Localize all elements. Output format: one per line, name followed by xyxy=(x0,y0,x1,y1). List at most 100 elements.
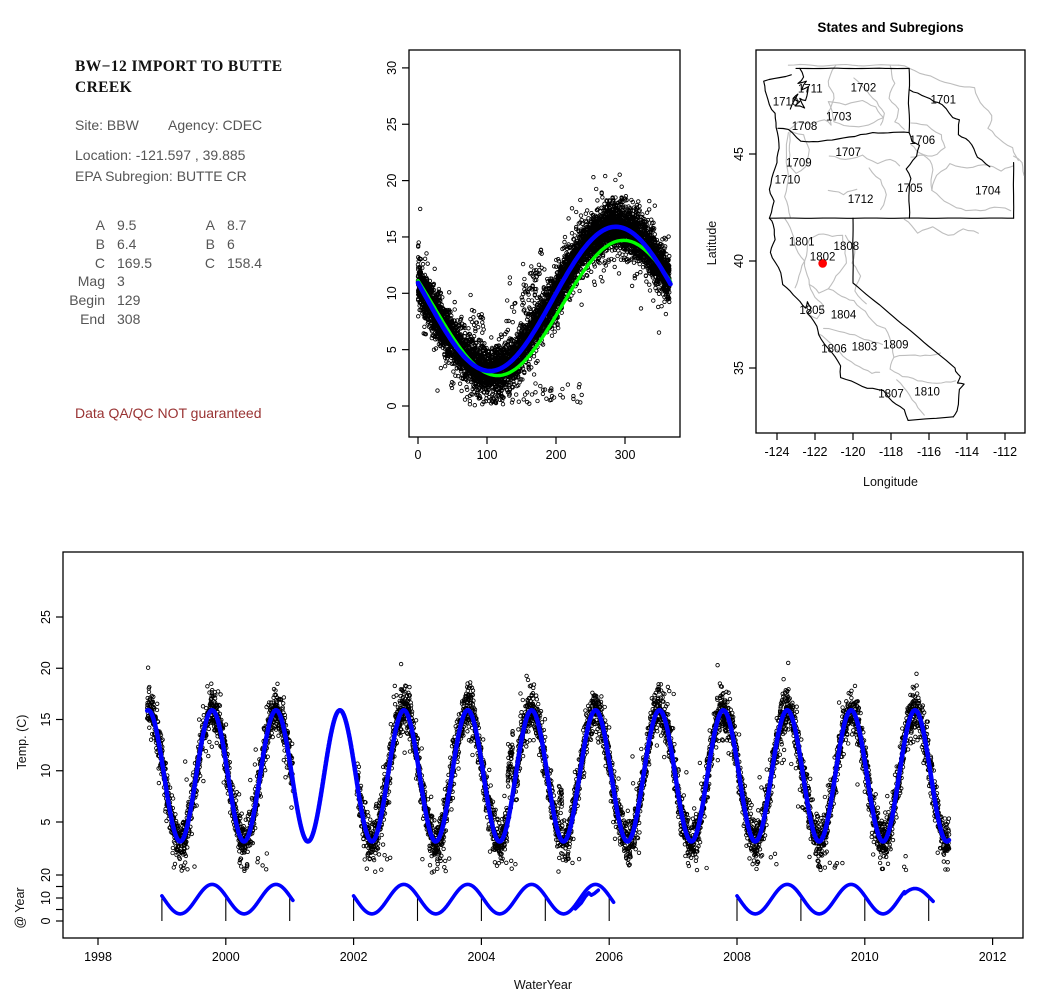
mini-curve-artifact xyxy=(573,888,601,911)
tick-label: 45 xyxy=(732,147,746,161)
mini-curve xyxy=(735,882,935,916)
region-label: 1710 xyxy=(775,175,801,187)
subregion-border xyxy=(868,167,887,211)
fit-curve-blue xyxy=(415,224,673,374)
tick-label: 2006 xyxy=(595,950,623,964)
param-table: A 9.5 A 8.7 B 6.4 B 6 C 169.5 C 158.4 Mag 3 Begin 129 En… xyxy=(58,216,287,329)
tick-label: 2012 xyxy=(979,950,1007,964)
param-value: 129 xyxy=(117,292,141,309)
seasonal-axes: 0 100 200 300 0 5 10 15 20 25 30 xyxy=(385,61,635,462)
tick-label: 0 xyxy=(385,402,399,409)
tick-label: 200 xyxy=(546,448,567,462)
scatter-points xyxy=(415,172,672,408)
tick-label: -122 xyxy=(802,445,827,459)
param-value: 9.5 xyxy=(117,217,137,233)
tick-label: 5 xyxy=(39,818,53,825)
state-borders xyxy=(763,67,1015,421)
tick-label: 10 xyxy=(39,764,53,778)
region-label: 1803 xyxy=(852,342,878,354)
subregion-border xyxy=(827,288,866,312)
region-label: 1708 xyxy=(792,121,818,133)
param-label: C xyxy=(204,254,215,271)
tick-label: -118 xyxy=(879,445,903,459)
tick-label: 40 xyxy=(732,254,746,268)
subregion-border xyxy=(823,327,883,346)
subregion-border xyxy=(827,99,884,128)
map-title: States and Subregions xyxy=(817,20,964,35)
param-value: 6 xyxy=(227,235,235,252)
subregion-border xyxy=(910,154,934,191)
region-label: 1702 xyxy=(851,83,877,95)
subregion-border xyxy=(787,63,900,67)
tick-label: 20 xyxy=(385,174,399,188)
site-label: Site: BBW xyxy=(75,117,139,133)
param-label: Mag xyxy=(77,273,105,290)
tick-label: 1998 xyxy=(84,950,112,964)
tick-label: 2004 xyxy=(467,950,495,964)
subregion-border xyxy=(931,189,1012,212)
tick-label: 25 xyxy=(39,610,53,624)
region-label: 1807 xyxy=(878,389,904,401)
param-label: Begin xyxy=(69,292,105,309)
tick-label: 0 xyxy=(415,448,422,462)
param-value: 6.4 xyxy=(117,235,137,252)
region-label: 1710 xyxy=(773,97,799,109)
ts-axes: 1998 2000 2002 2004 2006 2008 2010 201251015202… xyxy=(39,610,1007,964)
subregion-border xyxy=(828,154,901,167)
tick-label: 10 xyxy=(39,891,53,905)
subregion-border xyxy=(788,119,832,130)
state-border xyxy=(852,217,965,418)
subregion-border xyxy=(1013,155,1025,176)
region-label: 1709 xyxy=(786,158,812,170)
subregion-border xyxy=(784,132,791,218)
subregion-border xyxy=(817,333,864,370)
subregion-border xyxy=(896,379,925,416)
region-label: 1809 xyxy=(883,339,909,351)
tick-label: 10 xyxy=(385,286,399,300)
region-label: 1711 xyxy=(798,84,823,96)
subregion-border xyxy=(827,188,858,196)
map-layers: 1711171017021701170317081706170717091710… xyxy=(763,63,1025,421)
region-label: 1704 xyxy=(975,185,1001,197)
tick-label: 35 xyxy=(732,361,746,375)
region-labels: 1711171017021701170317081706170717091710… xyxy=(773,83,1002,401)
region-label: 1707 xyxy=(835,147,861,159)
mini-curve xyxy=(160,882,295,916)
tick-label: 2002 xyxy=(340,950,368,964)
subregion-border xyxy=(862,368,881,374)
subregion-border xyxy=(910,122,946,157)
subregion-label: EPA Subregion: BUTTE CR xyxy=(75,168,247,184)
tick-label: 300 xyxy=(615,448,636,462)
tick-label: 2010 xyxy=(851,950,879,964)
state-border xyxy=(789,67,809,110)
state-border xyxy=(908,89,991,168)
param-label: A xyxy=(95,217,105,233)
subregion-border xyxy=(826,64,837,126)
subregion-border xyxy=(864,310,895,370)
state-border xyxy=(905,67,921,219)
subregion-border xyxy=(931,163,1015,191)
location-label: Location: -121.597 , 39.885 xyxy=(75,147,246,163)
tick-label: 20 xyxy=(39,868,53,882)
region-label: 1703 xyxy=(826,112,852,124)
region-label: 1705 xyxy=(897,183,923,195)
plot-frame xyxy=(408,49,681,438)
subregion-border xyxy=(898,64,1019,161)
tick-label: 20 xyxy=(39,661,53,675)
tick-label: 25 xyxy=(385,117,399,131)
timeseries-plot: 1998 2000 2002 2004 2006 2008 2010 201251015202… xyxy=(39,551,1024,964)
tick-label: -124 xyxy=(764,445,789,459)
agency-label: Agency: CDEC xyxy=(168,117,263,133)
tick-label: 100 xyxy=(477,448,498,462)
param-value: 3 xyxy=(117,273,125,290)
region-label: 1712 xyxy=(848,194,874,206)
subregion-border xyxy=(787,129,810,174)
state-border xyxy=(763,74,909,421)
param-label: B xyxy=(95,235,105,252)
subregion-border xyxy=(844,234,867,305)
seasonal-plot: 0 100 200 300 0 5 10 15 20 25 30 xyxy=(385,49,681,462)
subregion-borders xyxy=(784,63,1025,416)
region-label: 1701 xyxy=(930,94,956,106)
